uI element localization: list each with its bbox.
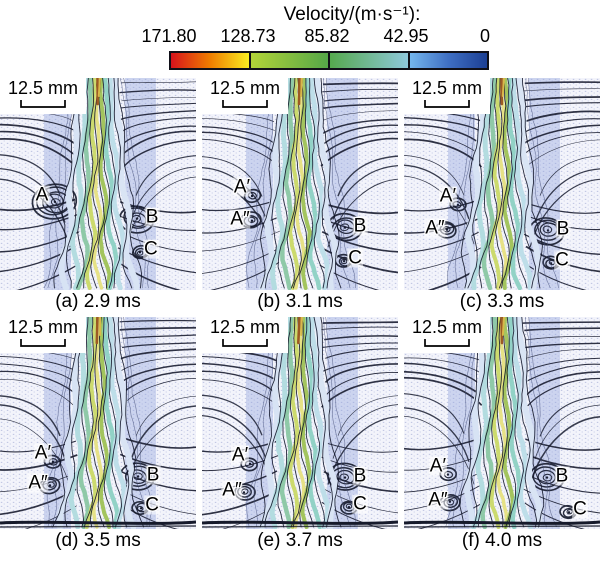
scale-bar: 12.5 mm xyxy=(202,317,288,353)
colorbar: Velocity/(m·s⁻¹): 171.80 128.73 85.82 42.95… xyxy=(0,0,600,78)
scale-bar: 12.5 mm xyxy=(0,78,86,114)
annotation-label: C xyxy=(554,249,570,271)
panel: 12.5 mm A′ A″ B C (b) 3.1 ms xyxy=(202,78,398,313)
annotation-label: B xyxy=(554,465,570,487)
annotation-label: C xyxy=(144,494,160,516)
jet-core xyxy=(460,78,543,290)
colorbar-bar xyxy=(169,51,489,70)
panel-caption: (b) 3.1 ms xyxy=(257,291,343,312)
colorbar-segment xyxy=(171,53,249,68)
scale-bracket-icon xyxy=(222,339,268,347)
colorbar-segment xyxy=(248,53,328,68)
annotation-label: A″ xyxy=(424,217,446,239)
annotation-label: B xyxy=(352,465,368,487)
annotation-label: A″ xyxy=(27,472,49,494)
pool-surface-line2 xyxy=(202,525,398,528)
pool-surface-line xyxy=(404,520,600,525)
annotation-label: A″ xyxy=(229,208,251,230)
scale-bar: 12.5 mm xyxy=(404,317,490,353)
panel: 12.5 mm A′ A″ B C (c) 3.3 ms xyxy=(404,78,600,313)
scale-label: 12.5 mm xyxy=(209,78,281,98)
annotation-label: C xyxy=(352,493,368,515)
colorbar-tick: 85.82 xyxy=(304,26,350,46)
scale-label: 12.5 mm xyxy=(209,317,281,337)
annotation-label: B xyxy=(144,206,160,228)
scale-bar: 12.5 mm xyxy=(404,78,490,114)
annotation-label: C xyxy=(347,247,363,269)
scale-label: 12.5 mm xyxy=(411,317,483,337)
annotation-label: A′ xyxy=(230,444,250,466)
colorbar-tick: 42.95 xyxy=(383,26,429,46)
scale-bar: 12.5 mm xyxy=(0,317,86,353)
pool-surface-line2 xyxy=(0,525,196,528)
panel-caption: (e) 3.7 ms xyxy=(257,530,343,551)
panel: 12.5 mm A′ A″ B C (f) 4.0 ms xyxy=(404,317,600,552)
colorbar-ticks: 171.80 128.73 85.82 42.95 0 xyxy=(141,26,490,47)
flow-field: 12.5 mm A′ A″ B C xyxy=(0,317,196,529)
annotation-label: A′ xyxy=(232,176,252,198)
jet-core xyxy=(53,78,143,290)
flow-field: 12.5 mm A′ A″ B C xyxy=(202,78,398,290)
scale-label: 12.5 mm xyxy=(411,78,483,98)
annotation-label: B xyxy=(352,215,368,237)
pool-surface-line2 xyxy=(404,525,600,528)
scale-bracket-icon xyxy=(222,100,268,108)
pool-surface-line xyxy=(202,520,398,525)
panel-caption: (d) 3.5 ms xyxy=(55,530,141,551)
annotation-label: A′ xyxy=(33,442,53,464)
annotation-label: A″ xyxy=(427,489,449,511)
scale-label: 12.5 mm xyxy=(7,78,79,98)
colorbar-tick: 128.73 xyxy=(220,26,276,46)
scale-bracket-icon xyxy=(20,339,66,347)
colorbar-title: Velocity/(m·s⁻¹): xyxy=(283,4,421,25)
colorbar-tick: 0 xyxy=(479,26,491,46)
scale-bar: 12.5 mm xyxy=(202,78,288,114)
scale-bracket-icon xyxy=(424,100,470,108)
annotation-label: B xyxy=(555,218,571,240)
panel-caption: (a) 2.9 ms xyxy=(55,291,141,312)
annotation-label: B xyxy=(145,464,161,486)
scale-bracket-icon xyxy=(20,100,66,108)
flow-svg xyxy=(404,78,600,290)
panel: 12.5 mm A′ A″ B C (d) 3.5 ms xyxy=(0,317,196,552)
colorbar-tick: 171.80 xyxy=(141,26,197,46)
pool-surface-line xyxy=(0,520,196,525)
annotation-label: A xyxy=(34,184,50,206)
panel: 12.5 mm A′ A″ B C (e) 3.7 ms xyxy=(202,317,398,552)
flow-field: 12.5 mm A′ A″ B C xyxy=(404,317,600,529)
flow-field: 12.5 mm A′ A″ B C xyxy=(202,317,398,529)
colorbar-segment xyxy=(407,53,487,68)
panel-caption: (f) 4.0 ms xyxy=(461,530,543,551)
annotation-label: A′ xyxy=(438,185,458,207)
scale-label: 12.5 mm xyxy=(7,317,79,337)
colorbar-segment xyxy=(328,53,408,68)
flow-field: 12.5 mm A′ A″ B C xyxy=(404,78,600,290)
annotation-label: A′ xyxy=(428,455,448,477)
annotation-label: C xyxy=(143,238,159,260)
annotation-label: C xyxy=(572,498,588,520)
scale-bracket-icon xyxy=(424,339,470,347)
panel-caption: (c) 3.3 ms xyxy=(459,291,545,312)
annotation-label: A″ xyxy=(221,479,243,501)
